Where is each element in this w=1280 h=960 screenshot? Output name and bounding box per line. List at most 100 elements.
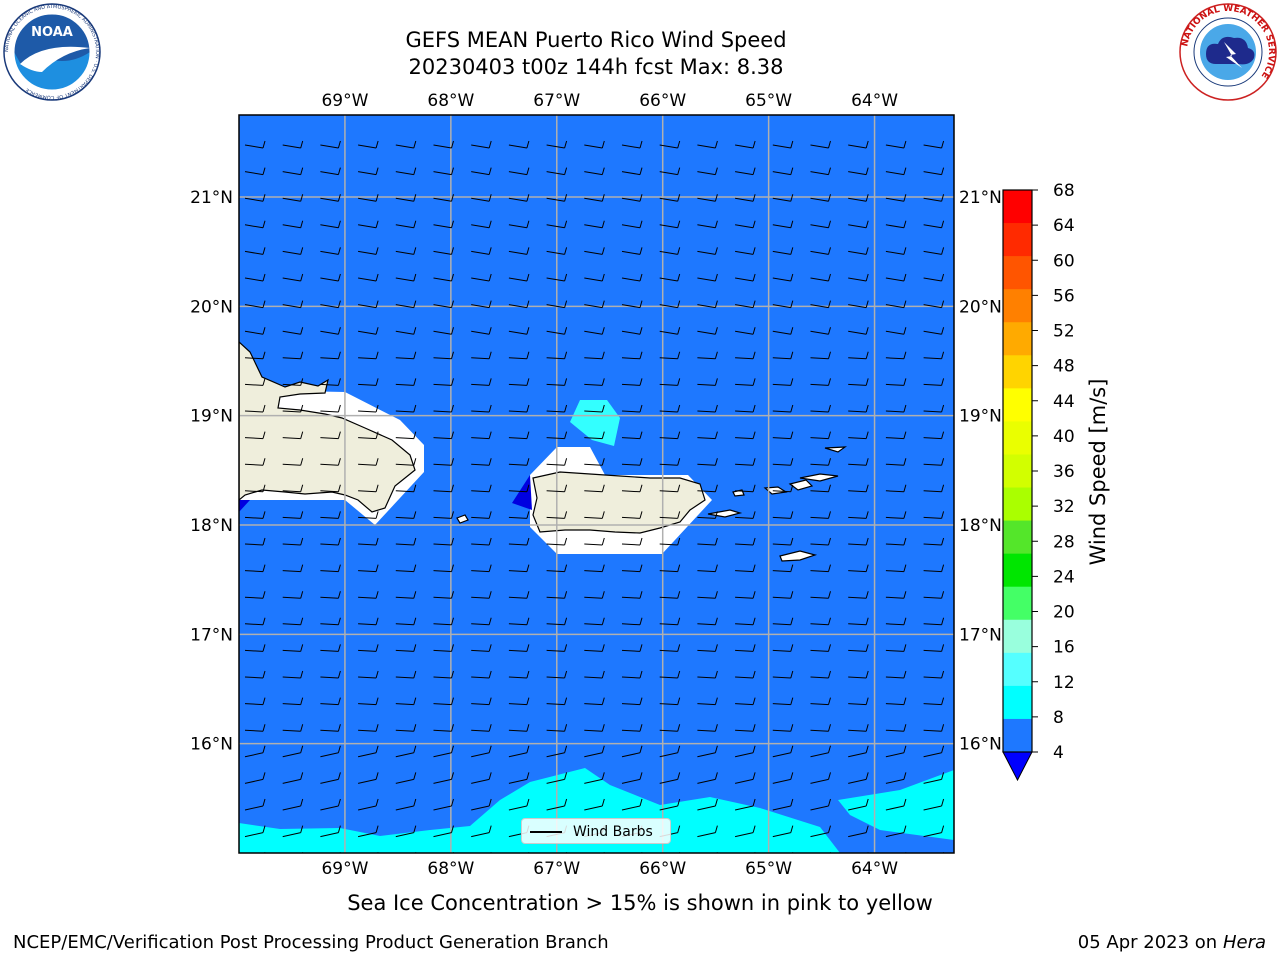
lat-label-right: 20°N [959,297,1002,317]
wind-barb [282,745,304,758]
wind-barb [584,772,605,784]
wind-barb [546,564,568,573]
wind-barb [528,852,530,853]
wind-barb [885,825,907,838]
wind-barb [923,511,945,519]
colorbar-tick-label: 4 [1053,743,1064,763]
wind-barb [848,378,869,386]
wind-barb [320,167,341,176]
wind-barb [697,772,718,784]
wind-barb [244,798,266,811]
wind-barb [320,220,341,229]
wind-barb [584,351,605,360]
wind-barb [320,537,341,546]
wind-barb [885,378,907,386]
wind-barb [471,327,492,335]
wind-barb [885,591,907,599]
wind-barb [810,825,831,838]
wind-barb [433,167,454,176]
wind-barb [734,772,756,784]
wind-barb [848,431,869,440]
wind-barb [848,327,869,335]
wind-barb [546,772,568,784]
wind-barb [659,273,681,282]
wind-barb [659,644,681,652]
wind-barb [735,378,756,386]
wind-barb [395,772,417,784]
wind-barb [244,724,266,732]
wind-barb [621,300,643,309]
colorbar-tick-label: 64 [1053,216,1075,236]
wind-barb [621,697,643,706]
wind-barb [471,378,492,386]
wind-barb [584,431,605,440]
wind-barb [659,194,681,202]
wind-barb [810,670,831,679]
wind-barb [395,300,417,309]
lon-labels-top: 69°W 68°W 67°W 66°W 65°W 64°W [321,91,898,111]
wind-barb [848,404,869,413]
wind-barb [244,404,266,413]
wind-barb [772,378,794,386]
wind-barb [659,772,681,784]
wind-barb [584,798,605,811]
wind-barb [395,327,417,335]
run-date: 05 Apr 2023 on Hera [1078,932,1266,953]
wind-barb [923,194,945,202]
wind-barb [810,404,831,413]
wind-barb [848,772,869,784]
wind-barb [734,825,756,838]
wind-barb [923,404,945,413]
chart-title: GEFS MEAN Puerto Rico Wind Speed [405,28,787,52]
wind-barb [244,591,266,599]
wind-barb [772,431,794,440]
wind-barb [395,798,417,811]
wind-barb [697,247,718,255]
wind-barb [848,644,869,652]
wind-barb [697,724,718,732]
noaa-logo-icon: NOAA NATIONAL OCEANIC AND ATMOSPHERIC AD… [3,3,101,101]
wind-barb [810,167,831,176]
wind-barb [508,300,530,309]
wind-barb [621,194,643,202]
wind-barb [433,273,454,282]
wind-barb [508,670,530,679]
colorbar-bin [1003,454,1032,489]
lat-label-left: 20°N [190,297,233,317]
wind-barb [508,167,530,176]
wind-barb [848,798,869,811]
wind-barb [282,798,304,811]
wind-barb [508,327,530,335]
wind-barb [471,140,492,149]
wind-barb [810,724,831,732]
wind-barb [433,745,454,758]
wind-barb [546,220,568,229]
wind-barb [659,697,681,706]
wind-barb [395,511,417,519]
wind-barb [659,431,681,440]
wind-barb [735,537,756,546]
wind-barb [282,351,304,360]
wind-barb [923,617,945,626]
wind-barb [697,644,718,652]
wind-barb [433,484,454,493]
gridlines [239,115,954,853]
wind-speed-8-12-region [239,768,840,853]
wind-barb [735,591,756,599]
colorbar-bin [1003,256,1032,290]
wind-barb [357,825,379,838]
wind-barb [735,617,756,626]
wind-barb [546,431,568,440]
wind-barb [244,458,266,466]
wind-barb [848,697,869,706]
island-st-john [788,479,814,491]
wind-barb [923,220,945,229]
colorbar-bin [1003,553,1032,588]
wind-barb [471,798,492,811]
wind-barb [282,458,304,466]
wind-barb [621,564,643,573]
wind-barb [772,564,794,573]
wind-barb [320,724,341,732]
wind-barb [471,537,492,546]
wind-barb [282,140,304,149]
